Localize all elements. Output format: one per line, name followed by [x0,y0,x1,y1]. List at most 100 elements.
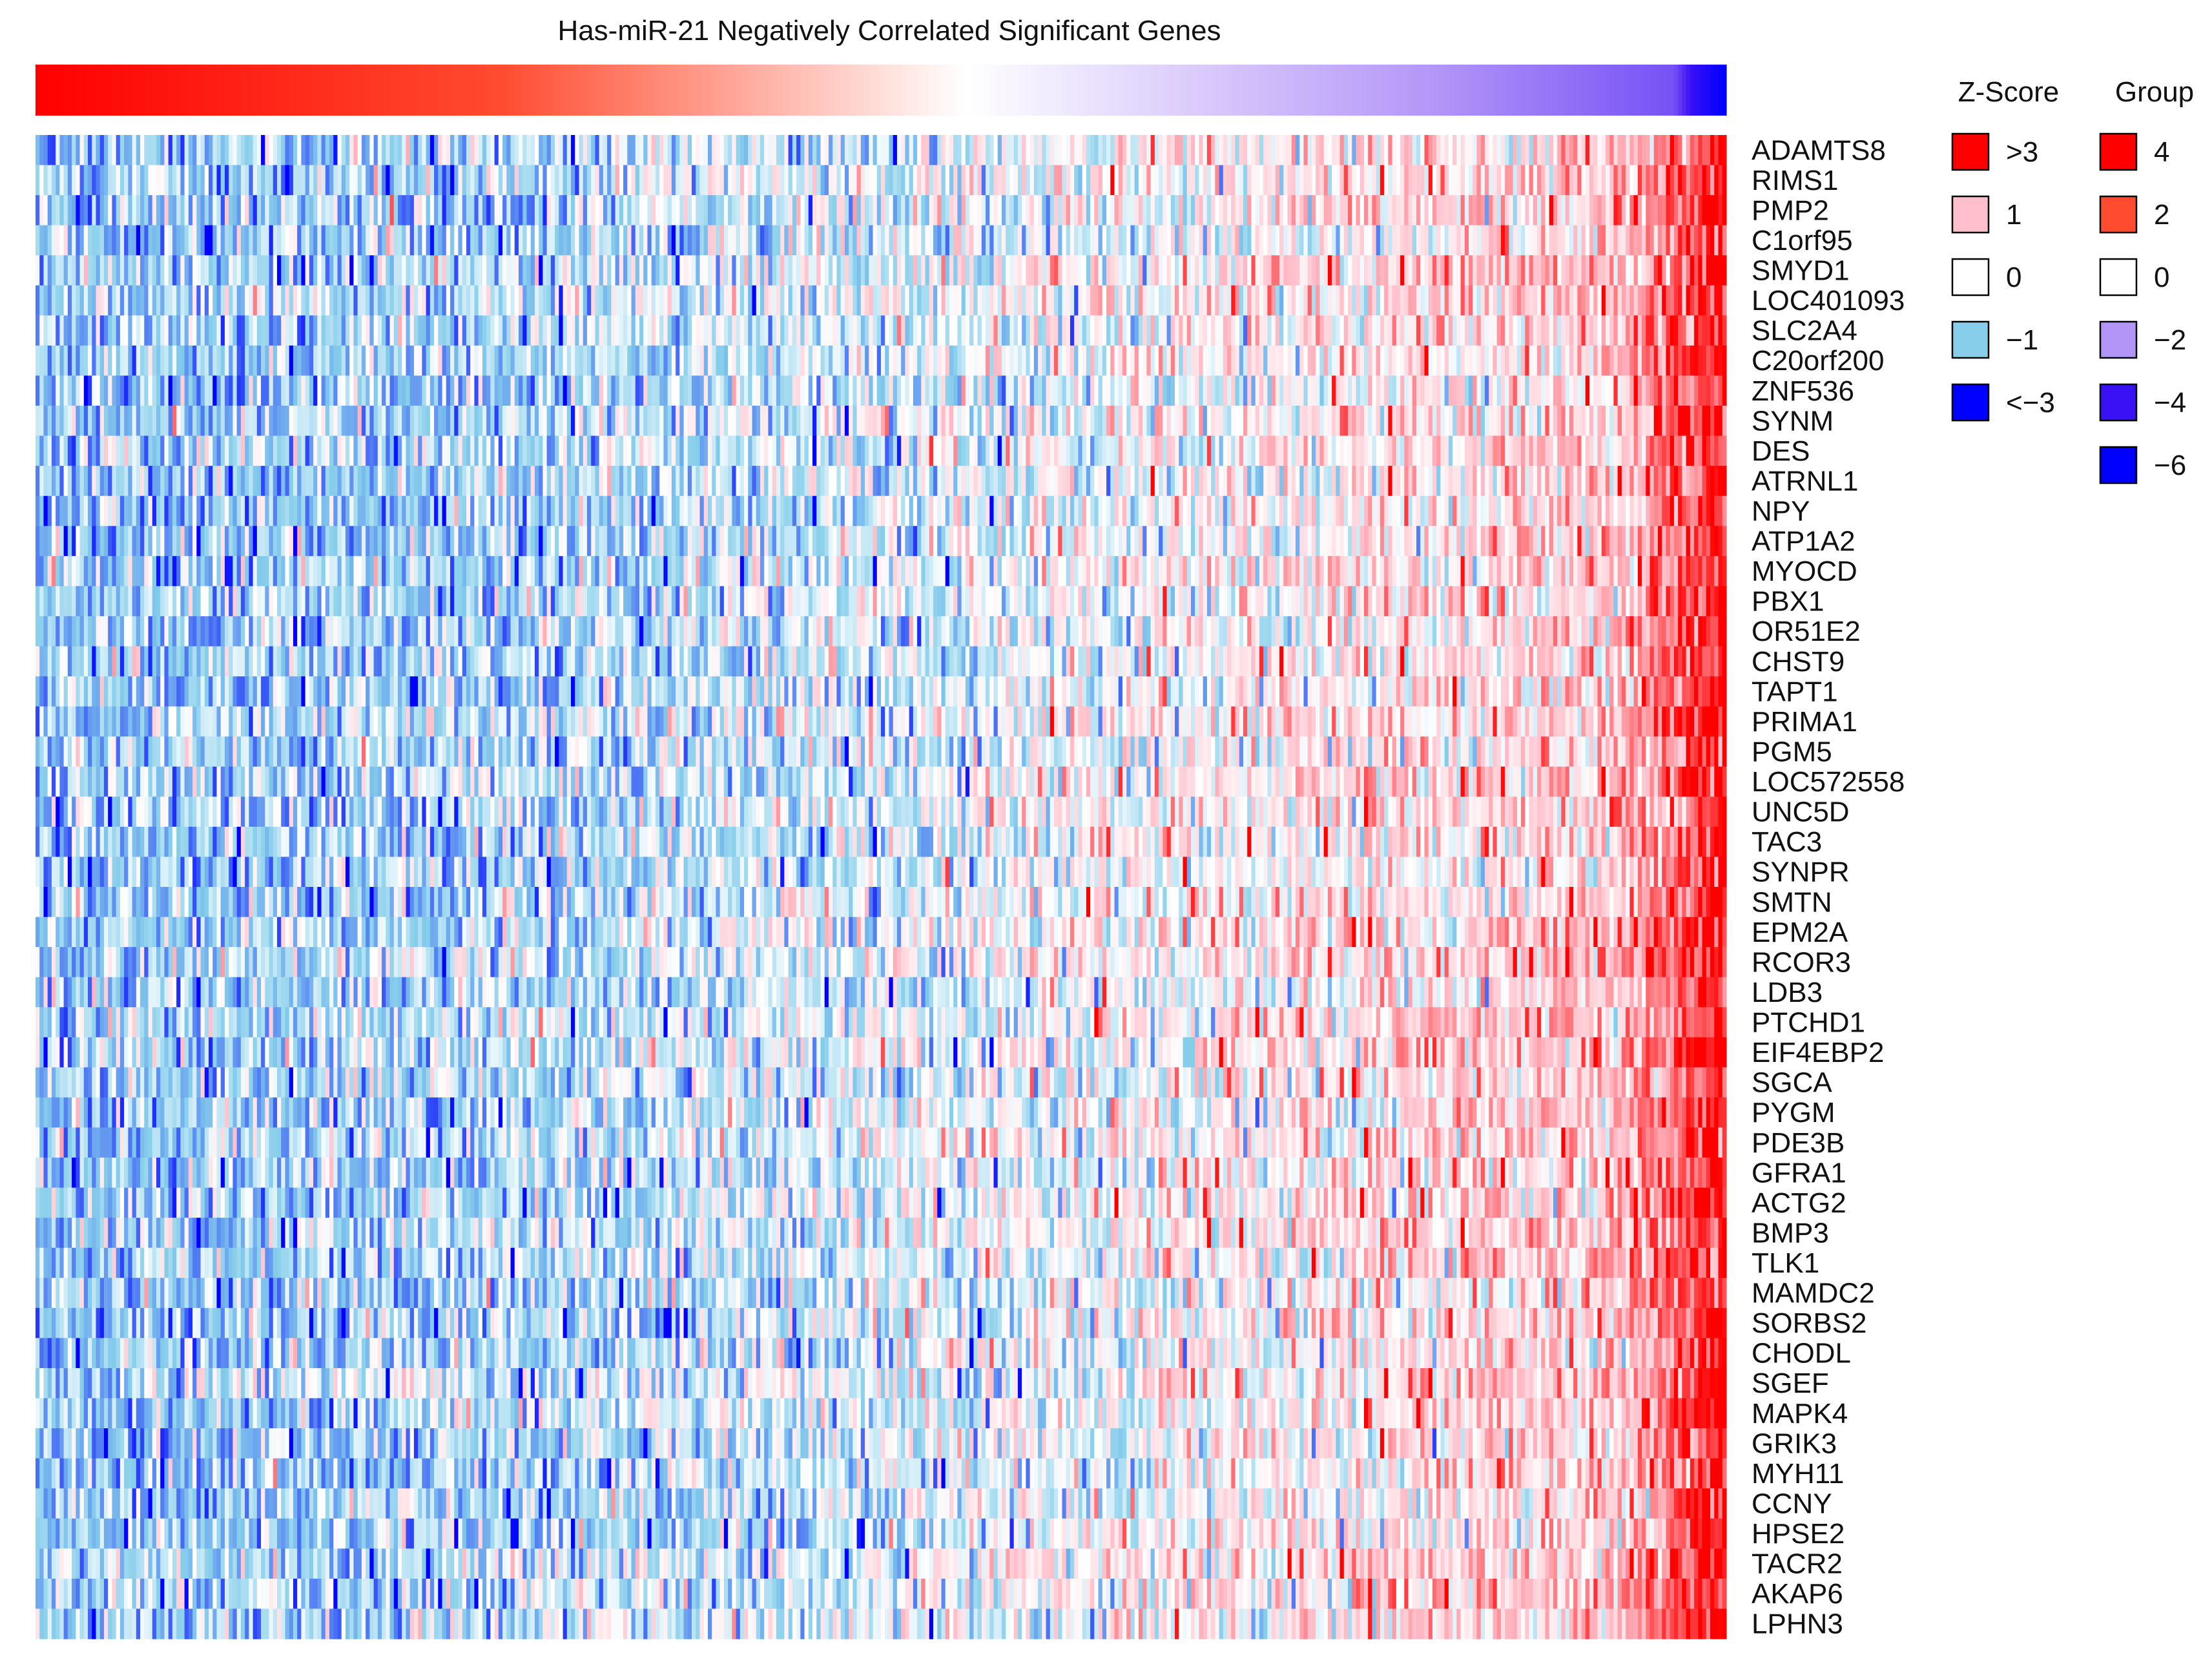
heatmap-cell [83,195,88,226]
heatmap-cell [925,375,930,406]
group-bar-cell [575,65,580,116]
heatmap-cell [603,435,608,466]
heatmap-cell [1549,315,1554,346]
heatmap-cell [1259,135,1264,166]
heatmap-cell [1617,165,1622,196]
heatmap-cell [188,345,193,377]
heatmap-cell [647,165,652,196]
heatmap-cell [1206,135,1212,166]
heatmap-cell [429,195,435,226]
heatmap-cell [204,406,209,437]
heatmap-cell [1489,285,1494,316]
heatmap-cell [269,375,274,406]
heatmap-cell [128,375,133,406]
heatmap-cell [458,135,463,166]
heatmap-cell [1496,225,1502,256]
heatmap-cell [941,165,946,196]
heatmap-cell [1163,165,1168,196]
group-bar-cell [196,65,202,116]
heatmap-cell [1384,255,1389,286]
heatmap-cell [1006,255,1011,286]
heatmap-cell [1561,135,1566,166]
heatmap-cell [945,225,950,256]
heatmap-cell [1122,435,1127,466]
heatmap-cell [1235,345,1240,377]
heatmap-cell [760,345,765,377]
heatmap-cell [409,165,415,196]
heatmap-cell [341,285,346,316]
heatmap-cell [945,165,950,196]
heatmap-cell [108,255,113,286]
heatmap-cell [752,135,757,166]
heatmap-cell [953,315,958,346]
heatmap-cell [393,135,398,166]
heatmap-cell [389,345,395,377]
group-bar-cell [442,65,447,116]
heatmap-cell [1553,195,1558,226]
heatmap-cell [744,255,749,286]
heatmap-cell [865,406,869,437]
heatmap-cell [1505,435,1509,466]
heatmap-cell [986,135,990,166]
heatmap-cell [1690,255,1695,286]
heatmap-cell [1323,195,1328,226]
heatmap-cell [333,375,338,406]
heatmap-cell [1271,435,1276,466]
heatmap-cell [522,165,528,196]
heatmap-cell [281,165,286,196]
heatmap-cell [1718,375,1723,406]
heatmap-cell [1609,165,1615,196]
group-bar-cell [1255,65,1260,116]
heatmap-cell [1606,375,1610,406]
heatmap-cell [229,406,234,437]
heatmap-cell [849,225,853,256]
heatmap-cell [1364,285,1369,316]
heatmap-cell [1452,375,1457,406]
heatmap-cell [1609,195,1615,226]
group-bar-cell [357,65,362,116]
heatmap-cell [136,406,141,437]
group-bar-cell [945,65,950,116]
heatmap-cell [732,435,737,466]
heatmap-cell [1601,315,1606,346]
group-bar-cell [1046,65,1051,116]
heatmap-cell [1235,195,1240,226]
heatmap-cell [853,135,858,166]
heatmap-cell [1464,195,1469,226]
heatmap-cell [1118,225,1123,256]
heatmap-cell [1332,375,1336,406]
heatmap-cell [1271,406,1276,437]
heatmap-cell [1516,165,1522,196]
heatmap-cell [647,435,652,466]
heatmap-cell [639,315,644,346]
heatmap-cell [1509,435,1514,466]
heatmap-cell [586,285,592,316]
heatmap-cell [555,435,559,466]
heatmap-cell [233,225,238,256]
heatmap-cell [442,315,447,346]
group-bar-cell [1669,65,1675,116]
heatmap-cell [1682,165,1687,196]
heatmap-cell [1601,195,1606,226]
heatmap-cell [756,195,761,226]
heatmap-cell [144,255,149,286]
heatmap-cell [1142,345,1147,377]
group-bar-cell [466,65,471,116]
heatmap-cell [764,345,769,377]
heatmap-cell [989,285,995,316]
heatmap-cell [1114,255,1119,286]
heatmap-cell [760,375,765,406]
heatmap-cell [667,255,672,286]
heatmap-cell [824,135,829,166]
heatmap-cell [828,406,833,437]
group-bar-cell [1444,65,1449,116]
heatmap-cell [732,195,737,226]
heatmap-cell [128,285,133,316]
group-bar-cell [317,65,322,116]
group-bar-cell [462,65,467,116]
heatmap-cell [993,345,998,377]
heatmap-cell [409,375,415,406]
heatmap-cell [1444,135,1449,166]
group-bar-cell [1090,65,1095,116]
heatmap-cell [333,135,338,166]
